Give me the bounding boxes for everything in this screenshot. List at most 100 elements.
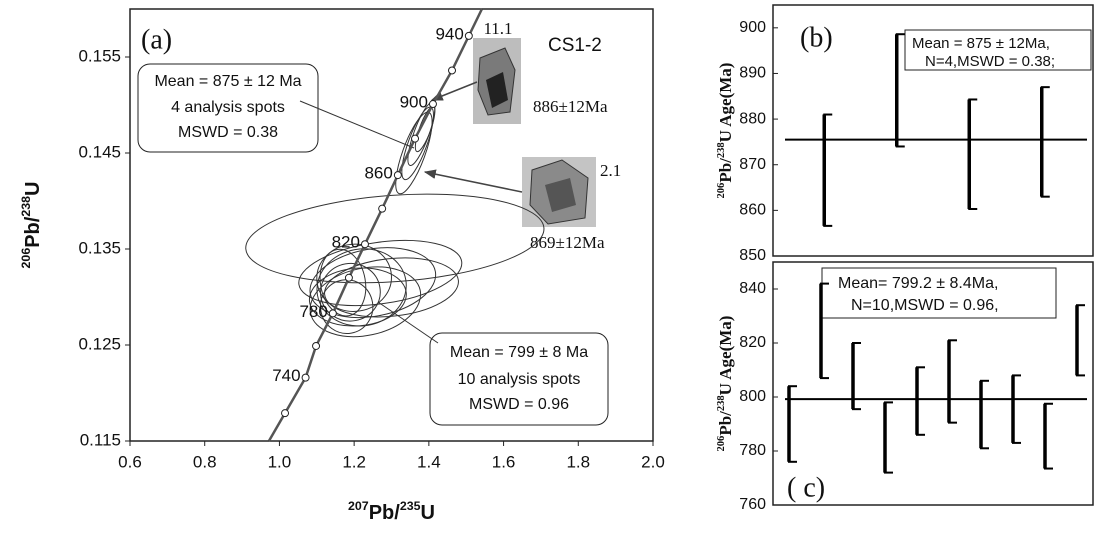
- axis-label: 206Pb/238U Age(Ma): [716, 316, 735, 452]
- label-part: Pb/: [716, 411, 735, 436]
- plot-frame: [129, 8, 654, 442]
- x-tick-label: 1.8: [566, 452, 590, 471]
- error-bar: [1011, 374, 1021, 444]
- y-tick-label: 0.145: [78, 142, 121, 161]
- error-bar: [947, 339, 957, 424]
- annotation: MSWD = 0.96: [469, 396, 569, 413]
- label-part: U: [716, 383, 735, 395]
- label-part: Age(Ma): [716, 316, 735, 384]
- superscript: 238: [716, 395, 727, 411]
- leader-line: [299, 100, 415, 149]
- arrow: [430, 81, 478, 101]
- label-part: U: [716, 130, 735, 142]
- plot-frame: [772, 261, 1094, 506]
- superscript: 238: [716, 142, 727, 158]
- panel-title: (a): [141, 24, 172, 55]
- grain-age: 869±12Ma: [530, 233, 605, 252]
- x-tick-label: 1.4: [417, 452, 441, 471]
- error-bar: [883, 401, 893, 474]
- y-tick-label: 760: [739, 496, 766, 513]
- error-ellipse: [320, 262, 381, 322]
- age-marker: [464, 31, 473, 40]
- annotation: N=4,MSWD = 0.38;: [925, 53, 1055, 70]
- error-ellipse: [245, 193, 545, 284]
- error-bar: [967, 98, 978, 210]
- annotation: Mean= 799.2 ± 8.4Ma,: [838, 275, 998, 292]
- error-bar: [787, 385, 797, 463]
- age-label: 780: [299, 302, 327, 321]
- age-label: 900: [400, 93, 428, 112]
- age-label: 820: [332, 233, 360, 252]
- annotation-box: [904, 29, 1092, 71]
- y-tick-label: 780: [739, 442, 766, 459]
- y-tick-label: 890: [739, 65, 766, 82]
- panel-title: ( c): [787, 472, 825, 503]
- label-part: U: [421, 502, 435, 524]
- x-tick-label: 1.2: [342, 452, 366, 471]
- age-marker: [312, 341, 321, 350]
- superscript: 206: [716, 436, 727, 452]
- y-tick-label: 840: [739, 280, 766, 297]
- error-ellipse: [298, 239, 463, 307]
- axis-label: 206Pb/238U: [19, 182, 44, 269]
- age-marker: [448, 66, 457, 75]
- y-tick-label: 0.155: [78, 46, 121, 65]
- error-bar: [851, 342, 861, 411]
- grain-image: [473, 38, 521, 124]
- age-label: 940: [435, 24, 463, 43]
- sample-name: CS1-2: [548, 35, 602, 56]
- label-part: Pb/: [716, 158, 735, 183]
- error-ellipse: [316, 248, 407, 327]
- x-tick-label: 0.8: [193, 452, 217, 471]
- error-bar: [1043, 402, 1053, 470]
- error-ellipse: [308, 267, 407, 327]
- y-tick-label: 820: [739, 334, 766, 351]
- plot-frame: [772, 4, 1094, 257]
- annotation: Mean = 799 ± 8 Ma: [450, 344, 588, 361]
- superscript: 206: [716, 183, 727, 199]
- age-marker: [411, 134, 420, 143]
- annotation: 10 analysis spots: [458, 371, 581, 388]
- error-bar: [895, 33, 905, 148]
- age-marker: [301, 373, 310, 382]
- axis-label: 206Pb/238U Age(Ma): [716, 63, 735, 199]
- annotation: N=10,MSWD = 0.96,: [851, 297, 999, 314]
- y-tick-label: 900: [739, 19, 766, 36]
- age-marker: [360, 240, 369, 249]
- age-marker: [393, 171, 402, 180]
- error-ellipse: [395, 111, 433, 195]
- age-marker: [344, 273, 353, 282]
- error-ellipse: [324, 257, 459, 318]
- y-tick-label: 850: [739, 247, 766, 264]
- error-bar: [1040, 86, 1050, 198]
- age-marker: [328, 309, 337, 318]
- spot-label: 11.1: [483, 19, 512, 38]
- error-bar: [822, 113, 833, 227]
- annotation: 4 analysis spots: [171, 99, 285, 116]
- superscript: 235: [400, 499, 421, 513]
- x-tick-label: 1.0: [268, 452, 292, 471]
- age-label: 860: [364, 164, 392, 183]
- axis-label: 207Pb/235U: [348, 499, 435, 524]
- y-tick-label: 0.115: [80, 430, 121, 449]
- arrow: [423, 169, 523, 193]
- grain-age: 886±12Ma: [533, 97, 608, 116]
- label-part: Pb/: [369, 502, 401, 524]
- y-tick-label: 860: [739, 202, 766, 219]
- concordia-extension: [267, 412, 287, 442]
- x-tick-label: 0.6: [118, 452, 142, 471]
- annotation-box: [429, 332, 609, 426]
- error-bar: [1075, 304, 1085, 377]
- label-part: U: [22, 182, 44, 196]
- y-tick-label: 0.125: [78, 334, 121, 353]
- error-bar: [979, 379, 989, 450]
- x-tick-label: 1.6: [492, 452, 516, 471]
- superscript: 207: [348, 499, 369, 513]
- label-part: Age(Ma): [716, 63, 735, 131]
- superscript: 238: [19, 196, 33, 217]
- grain-image: [522, 157, 596, 227]
- annotation: Mean = 875 ± 12Ma,: [912, 35, 1050, 52]
- annotation: Mean = 875 ± 12 Ma: [154, 73, 301, 90]
- y-tick-label: 880: [739, 110, 766, 127]
